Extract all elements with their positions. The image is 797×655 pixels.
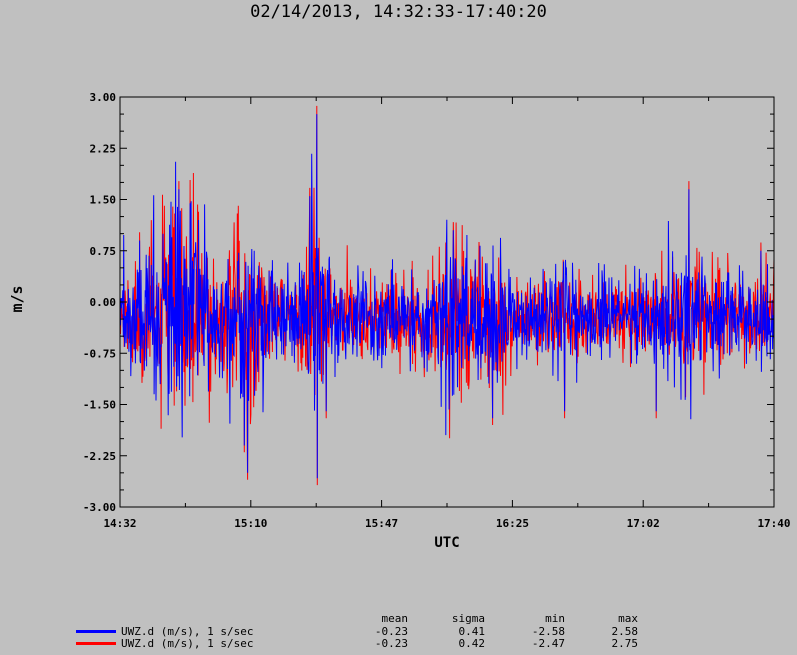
x-tick-label: 14:32 (103, 517, 136, 530)
y-tick-label: -0.75 (83, 347, 116, 360)
series-line-blue (119, 114, 775, 479)
y-tick-label: 2.25 (90, 142, 117, 155)
x-tick-label: 17:02 (627, 517, 660, 530)
y-tick-label: 0.00 (90, 296, 117, 309)
chart-title: 02/14/2013, 14:32:33-17:40:20 (250, 2, 547, 22)
y-tick-label: 3.00 (90, 91, 117, 104)
y-tick-label: -2.25 (83, 450, 116, 463)
x-axis-label: UTC (434, 535, 459, 551)
plot-area (119, 105, 775, 486)
x-tick-label: 17:40 (757, 517, 790, 530)
x-tick-label: 15:10 (234, 517, 267, 530)
axes: 3.00 2.25 1.50 0.75 0.00 -0.75 -1.50 -2.25 -3.00… (83, 91, 791, 551)
x-tick-label: 16:25 (496, 517, 529, 530)
y-tick-label: 0.75 (90, 245, 117, 258)
x-tick-label: 15:47 (365, 517, 398, 530)
y-tick-label: 1.50 (90, 194, 117, 207)
y-tick-label: -1.50 (83, 399, 116, 412)
y-tick-label: -3.00 (83, 501, 116, 514)
series-line-red (119, 105, 775, 486)
